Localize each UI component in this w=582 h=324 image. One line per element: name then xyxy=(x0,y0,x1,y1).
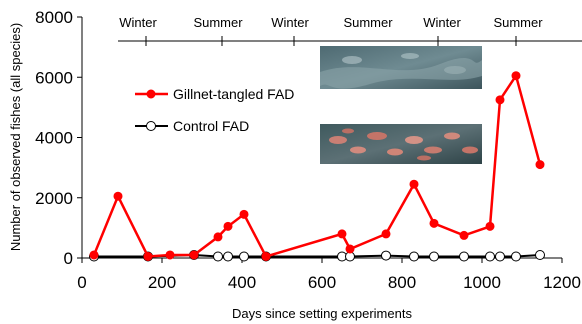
photo-inset-top xyxy=(320,46,482,89)
data-point-gillnet xyxy=(165,250,175,260)
data-point-gillnet xyxy=(485,221,495,231)
data-point-gillnet xyxy=(535,160,545,170)
y-tick-label: 2000 xyxy=(35,189,73,208)
legend: Gillnet-tangled FAD Control FAD xyxy=(135,86,294,134)
data-point-gillnet xyxy=(459,230,469,240)
data-point-control xyxy=(381,250,391,261)
data-point-gillnet xyxy=(381,229,391,239)
season-label: Summer xyxy=(193,15,243,30)
x-tick-label: 0 xyxy=(77,273,86,292)
y-tick-label: 4000 xyxy=(35,129,73,148)
data-point-gillnet xyxy=(495,95,505,105)
data-point-control xyxy=(429,251,439,262)
x-axis-title: Days since setting experiments xyxy=(232,306,412,321)
data-point-control xyxy=(535,249,545,260)
data-point-control xyxy=(213,251,223,262)
season-timeline: Winter Summer Winter Summer Winter Summer xyxy=(118,15,582,46)
x-tick-label: 1200 xyxy=(543,273,581,292)
x-tick-label: 600 xyxy=(308,273,336,292)
season-label: Summer xyxy=(493,15,543,30)
y-tick-label: 8000 xyxy=(35,8,73,27)
y-tick-label: 0 xyxy=(64,249,73,268)
data-point-control xyxy=(511,251,521,262)
data-point-gillnet xyxy=(337,229,347,239)
data-point-gillnet xyxy=(239,209,249,219)
season-label: Winter xyxy=(119,15,157,30)
legend-label-control: Control FAD xyxy=(173,118,249,134)
data-point-control xyxy=(223,251,233,262)
series-line-gillnet xyxy=(92,72,542,258)
legend-marker-gillnet xyxy=(146,89,156,99)
x-ticks: 0 200 400 600 800 1000 1200 xyxy=(77,258,581,292)
data-point-gillnet xyxy=(189,250,199,260)
photo-inset-bottom xyxy=(320,124,482,164)
data-point-control xyxy=(239,251,249,262)
data-point-gillnet xyxy=(113,191,123,201)
y-axis-title: Number of observed fishes (all species) xyxy=(8,23,23,251)
data-point-gillnet xyxy=(213,232,223,242)
x-tick-label: 800 xyxy=(388,273,416,292)
data-point-gillnet xyxy=(89,250,99,260)
legend-marker-control xyxy=(146,121,156,131)
data-point-gillnet xyxy=(429,218,439,228)
data-point-control xyxy=(409,251,419,262)
x-tick-label: 200 xyxy=(148,273,176,292)
data-point-control xyxy=(459,251,469,262)
x-tick-label: 400 xyxy=(228,273,256,292)
data-point-control xyxy=(495,251,505,262)
series-layer xyxy=(89,71,545,262)
y-tick-label: 6000 xyxy=(35,68,73,87)
data-point-gillnet xyxy=(223,221,233,231)
legend-label-gillnet: Gillnet-tangled FAD xyxy=(173,86,294,102)
season-label: Summer xyxy=(343,15,393,30)
data-point-control xyxy=(485,251,495,262)
season-label: Winter xyxy=(271,15,309,30)
data-point-gillnet xyxy=(261,251,271,261)
data-point-gillnet xyxy=(409,179,419,189)
x-tick-label: 1000 xyxy=(463,273,501,292)
y-ticks: 0 2000 4000 6000 8000 xyxy=(35,8,82,268)
data-point-gillnet xyxy=(143,251,153,261)
data-point-gillnet xyxy=(511,71,521,81)
season-label: Winter xyxy=(423,15,461,30)
data-point-gillnet xyxy=(345,244,355,254)
